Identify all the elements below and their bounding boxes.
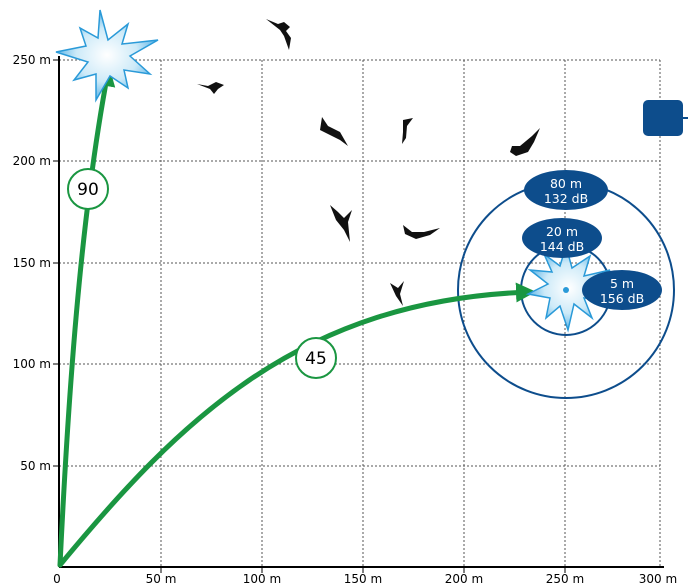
bird-icon bbox=[197, 82, 224, 94]
bird-icon bbox=[390, 281, 404, 306]
angle-label-45: 45 bbox=[305, 349, 327, 369]
bird-icon bbox=[510, 128, 540, 156]
x-tick-label-300: 300 m bbox=[639, 572, 677, 586]
y-tick-label-200: 200 m bbox=[13, 154, 51, 168]
bird-icon bbox=[403, 225, 440, 239]
y-tick-label-100: 100 m bbox=[13, 357, 51, 371]
x-tick-label-150: 150 m bbox=[344, 572, 382, 586]
firework-burst-top bbox=[55, 9, 159, 103]
zone-20m-distance: 20 m bbox=[546, 224, 578, 239]
y-tick-label-150: 150 m bbox=[13, 256, 51, 270]
bird-icon bbox=[320, 117, 348, 146]
angle-label-90: 90 bbox=[77, 180, 99, 200]
trajectory-90 bbox=[57, 66, 116, 568]
zone-80m-distance: 80 m bbox=[550, 176, 582, 191]
y-tick-label-50: 50 m bbox=[20, 459, 51, 473]
trajectories bbox=[57, 66, 536, 568]
angle-badge-45: 45 bbox=[295, 337, 337, 379]
axes bbox=[53, 56, 664, 573]
zone-label-80m: 80 m 132 dB bbox=[524, 170, 608, 210]
x-tick-label-50: 50 m bbox=[146, 572, 177, 586]
trajectory-45 bbox=[57, 282, 536, 568]
legend-marker bbox=[643, 100, 688, 136]
zone-label-5m: 5 m 156 dB bbox=[582, 270, 662, 310]
firework-burst-zone bbox=[525, 243, 611, 333]
zone-label-20m: 20 m 144 dB bbox=[522, 218, 602, 258]
x-tick-label-0: 0 bbox=[53, 572, 61, 586]
zone-5m-level: 156 dB bbox=[600, 291, 644, 306]
x-tick-label-200: 200 m bbox=[445, 572, 483, 586]
zone-80m-level: 132 dB bbox=[544, 191, 588, 206]
bird-icon bbox=[402, 118, 413, 144]
y-tick-label-250: 250 m bbox=[13, 53, 51, 67]
zone-5m-distance: 5 m bbox=[610, 276, 634, 291]
x-tick-label-100: 100 m bbox=[243, 572, 281, 586]
bird-icon bbox=[330, 205, 352, 242]
bird-icon bbox=[266, 19, 291, 50]
zone-20m-level: 144 dB bbox=[540, 239, 584, 254]
angle-badge-90: 90 bbox=[67, 168, 109, 210]
x-tick-label-250: 250 m bbox=[546, 572, 584, 586]
birds bbox=[197, 19, 540, 306]
